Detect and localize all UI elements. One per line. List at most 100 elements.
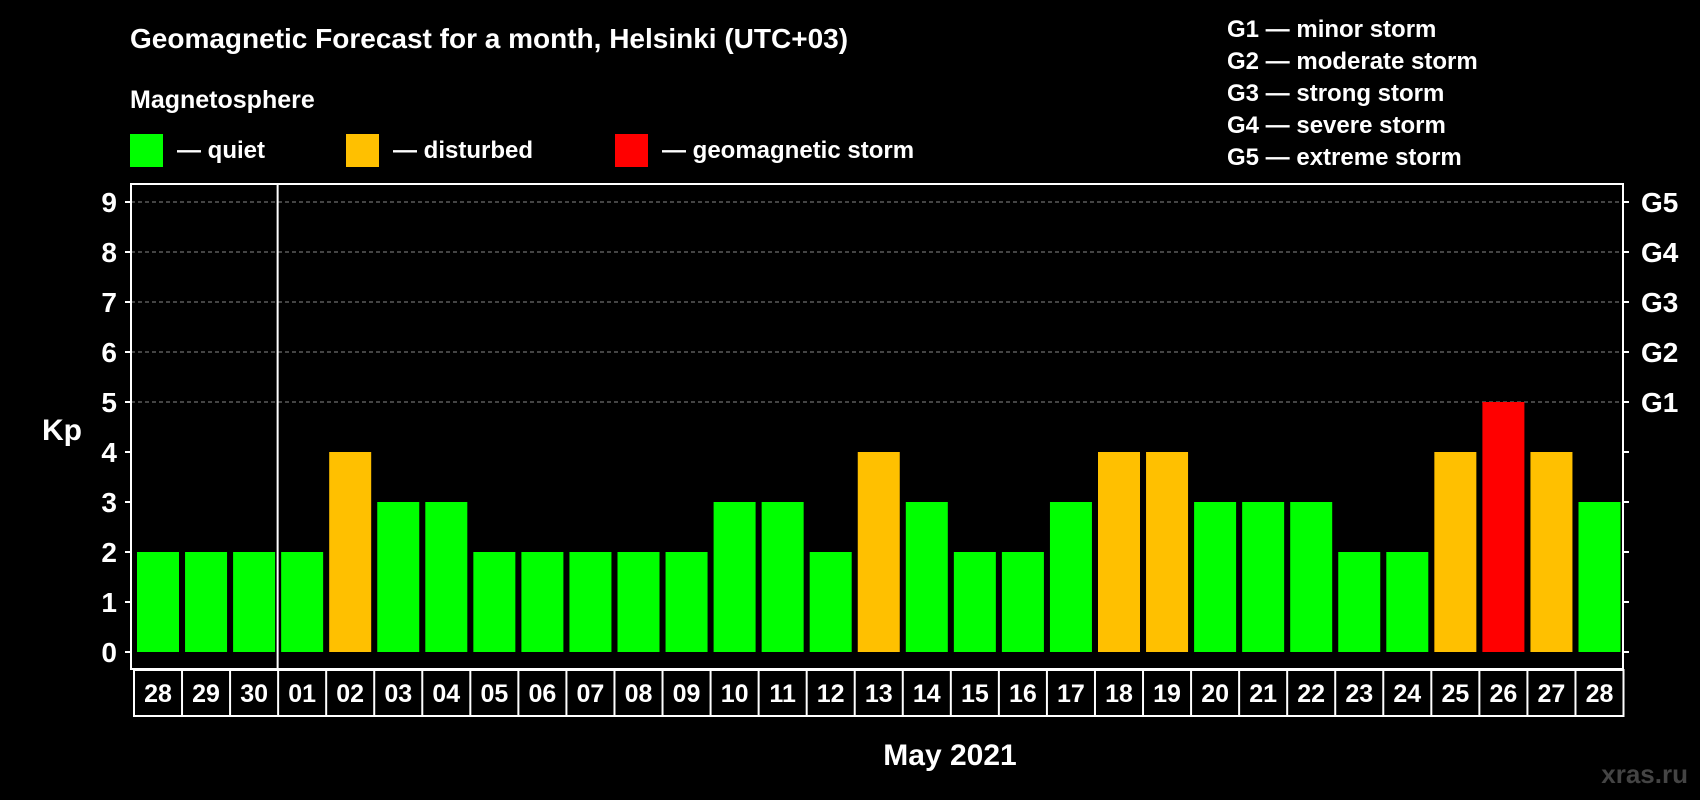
bar: [1338, 552, 1381, 652]
x-tick-label: 18: [1105, 680, 1133, 708]
legend-swatch-disturbed: [346, 134, 379, 167]
bar: [1578, 502, 1621, 652]
chart-title: Geomagnetic Forecast for a month, Helsin…: [130, 23, 848, 54]
bar: [1386, 552, 1429, 652]
storm-scale-g3: G3 — strong storm: [1227, 80, 1444, 107]
x-tick-label: 06: [528, 680, 556, 708]
x-tick-label: 19: [1153, 680, 1181, 708]
x-tick-label: 29: [192, 680, 220, 708]
bar: [569, 552, 612, 652]
legend-label-disturbed: — disturbed: [393, 137, 533, 164]
x-tick-label: 28: [144, 680, 172, 708]
y-tick-label: 7: [101, 287, 117, 318]
bar: [281, 552, 324, 652]
grid-lines: [131, 201, 1623, 403]
right-axis-label: G2: [1641, 337, 1678, 368]
y-tick-label: 5: [101, 387, 117, 418]
x-tick-label: 24: [1393, 680, 1421, 708]
legend-swatch-storm: [615, 134, 648, 167]
x-tick-label: 30: [240, 680, 268, 708]
legend-label-quiet: — quiet: [177, 137, 265, 164]
storm-scale-g4: G4 — severe storm: [1227, 112, 1446, 139]
x-tick-label: 25: [1441, 680, 1469, 708]
legend-swatch-quiet: [130, 134, 163, 167]
bar: [1098, 452, 1140, 652]
bar: [1146, 452, 1189, 652]
x-tick-label: 05: [480, 680, 508, 708]
legend-label-storm: — geomagnetic storm: [662, 137, 914, 164]
y-tick-label: 0: [101, 637, 117, 668]
bar: [665, 552, 708, 652]
x-tick-label: 16: [1009, 680, 1037, 708]
y-tick-label: 3: [101, 487, 117, 518]
x-tick-label: 12: [817, 680, 845, 708]
right-axis-label: G3: [1641, 287, 1678, 318]
y-tick-label: 8: [101, 237, 117, 268]
bar: [137, 552, 179, 652]
bar: [1530, 452, 1573, 652]
y-tick-label: 2: [101, 537, 117, 568]
y-tick-label: 1: [101, 587, 117, 618]
watermark: xras.ru: [1601, 759, 1688, 789]
bar: [857, 452, 900, 652]
storm-scale-g5: G5 — extreme storm: [1227, 144, 1462, 171]
storm-scale-g2: G2 — moderate storm: [1227, 48, 1478, 75]
chart-subtitle: Magnetosphere: [130, 86, 315, 114]
x-tick-label: 08: [625, 680, 653, 708]
y-tick-label: 6: [101, 337, 117, 368]
y-axis-label: Kp: [42, 414, 82, 447]
x-tick-label: 15: [961, 680, 989, 708]
bar: [1049, 502, 1092, 652]
bar: [233, 552, 276, 652]
right-axis-label: G5: [1641, 187, 1678, 218]
x-tick-label: 03: [384, 680, 412, 708]
x-tick-label: 26: [1489, 680, 1517, 708]
bar: [521, 552, 564, 652]
x-tick-label: 21: [1249, 680, 1277, 708]
x-tick-label: 17: [1057, 680, 1085, 708]
bar: [185, 552, 228, 652]
x-label-frame: [133, 669, 1625, 717]
y-tick-label: 4: [101, 437, 117, 468]
storm-scale-g1: G1 — minor storm: [1227, 16, 1436, 43]
axis-ticks: 0 1 2 3 4 5 6 7 8 9 G1 G2 G3 G4 G5: [101, 184, 1679, 669]
bar: [617, 552, 660, 652]
bar: [329, 452, 372, 652]
x-tick-label: 23: [1345, 680, 1373, 708]
x-tick-label: 28: [1586, 680, 1614, 708]
bar: [473, 552, 516, 652]
x-tick-label: 09: [673, 680, 701, 708]
x-tick-label: 10: [721, 680, 749, 708]
bar: [377, 502, 420, 652]
bar: [1194, 502, 1237, 652]
x-tick-label: 04: [432, 680, 460, 708]
x-tick-label: 27: [1538, 680, 1566, 708]
y-tick-label: 9: [101, 187, 117, 218]
legend: — quiet — disturbed — geomagnetic storm: [130, 134, 914, 167]
right-axis-label: G4: [1641, 237, 1679, 268]
bar: [953, 552, 996, 652]
storm-scale-legend: G1 — minor storm G2 — moderate storm G3 …: [1227, 16, 1478, 171]
x-tick-label: 13: [865, 680, 893, 708]
bar: [1001, 552, 1044, 652]
x-tick-label: 14: [913, 680, 941, 708]
bar: [713, 502, 756, 652]
x-tick-label: 22: [1297, 680, 1325, 708]
x-tick-label: 02: [336, 680, 364, 708]
right-axis-label: G1: [1641, 387, 1678, 418]
x-tick-label: 20: [1201, 680, 1229, 708]
bar: [1242, 502, 1285, 652]
bar: [1482, 402, 1525, 652]
x-tick-label: 07: [577, 680, 605, 708]
bar: [809, 552, 852, 652]
bar: [761, 502, 804, 652]
bars: [137, 402, 1621, 652]
x-axis-label: May 2021: [883, 739, 1016, 772]
bar: [1290, 502, 1333, 652]
x-tick-label: 11: [769, 680, 796, 708]
x-tick-label: 01: [288, 680, 316, 708]
x-tick-labels: 28 29 30 01 02 03 04 05 06 07 08 09 10 11 12 13 14 15 16 17…: [133, 669, 1625, 717]
bar: [905, 502, 948, 652]
bar: [1434, 452, 1477, 652]
